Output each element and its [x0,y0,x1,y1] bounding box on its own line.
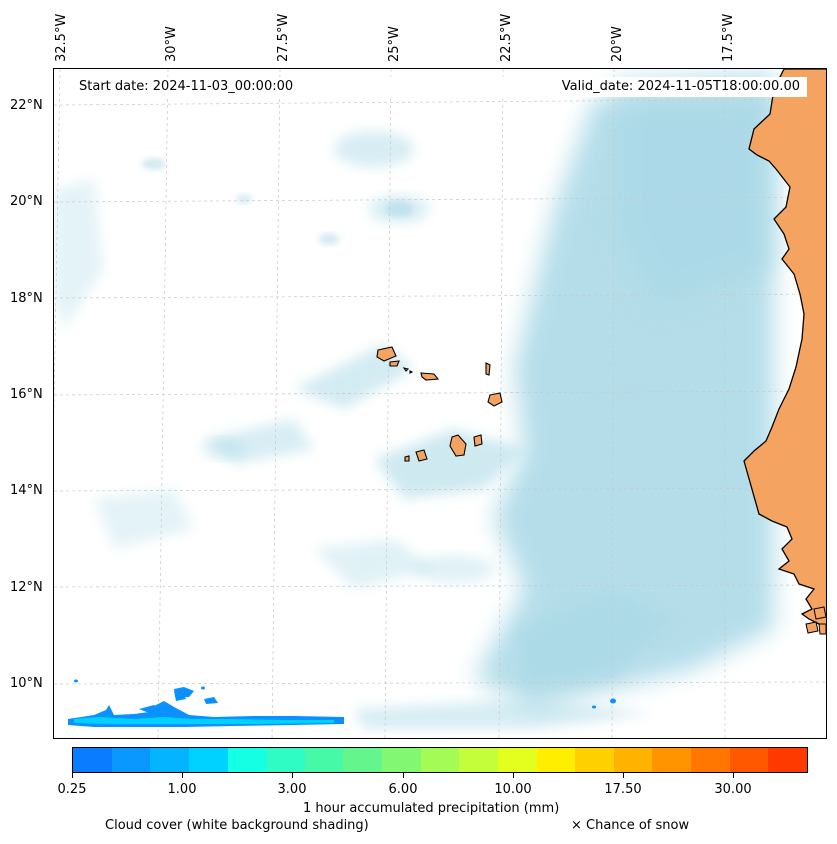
lat-label-22n: 22°N [10,98,43,113]
colorbar-swatch-16 [691,748,730,772]
colorbar-tick-10.00: 10.00 [494,782,532,797]
lat-label-12n: 12°N [10,580,43,595]
colorbar-swatch-10 [459,748,498,772]
lat-label-10n: 10°N [10,676,43,691]
colorbar-swatch-14 [613,748,653,772]
precipitation-areas [68,679,616,727]
cloud-cover-legend: Cloud cover (white background shading) [105,818,369,833]
colorbar-swatch-12 [536,748,576,772]
lon-label-22.5w: 22.5°W [499,13,514,62]
colorbar-swatch-17 [729,748,769,772]
colorbar-swatch-11 [497,748,537,772]
bissau-islands [805,606,826,635]
lat-label-16n: 16°N [10,387,43,402]
map-area[interactable] [53,68,827,739]
colorbar-tick-30.00: 30.00 [714,782,752,797]
colorbar-swatch-13 [575,748,614,772]
colorbar-swatch-5 [266,748,305,772]
start-date-label: Start date: 2024-11-03_00:00:00 [79,79,294,94]
colorbar-tick-6.00: 6.00 [388,782,418,797]
map-header-band [73,77,807,97]
lon-label-20w: 20°W [610,26,625,62]
colorbar-tick-0.25: 0.25 [57,782,87,797]
colorbar-swatch-0 [73,748,112,772]
lat-label-18n: 18°N [10,291,43,306]
colorbar-swatch-7 [343,748,382,772]
colorbar-swatch-18 [768,748,807,772]
colorbar-swatch-8 [382,748,421,772]
lat-label-20n: 20°N [10,194,43,209]
colorbar-swatch-2 [150,748,189,772]
colorbar-swatch-6 [304,748,344,772]
colorbar-tick-17.50: 17.50 [604,782,642,797]
precipitation-colorbar [72,747,808,773]
colorbar-swatch-1 [111,748,151,772]
lon-label-17.5w: 17.5°W [721,13,736,62]
colorbar-tick-3.00: 3.00 [277,782,307,797]
map-svg [54,69,826,738]
lon-label-25w: 25°W [387,26,402,62]
cape-verde-islands [376,346,503,462]
lon-label-32.5w: 32.5°W [54,13,69,62]
colorbar-swatch-15 [652,748,691,772]
colorbar-swatch-4 [227,748,267,772]
african-coast-land [743,69,826,629]
colorbar-swatch-9 [420,748,460,772]
lon-label-27.5w: 27.5°W [276,13,291,62]
colorbar-tick-1.00: 1.00 [167,782,197,797]
gridlines [54,69,826,738]
snow-chance-legend: × Chance of snow [571,818,690,833]
lon-label-30w: 30°W [164,26,179,62]
colorbar-label: 1 hour accumulated precipitation (mm) [303,801,560,816]
cloud-cover-shading [54,69,774,729]
valid-date-label: Valid_date: 2024-11-05T18:00:00.00 [561,79,800,94]
colorbar-swatch-3 [188,748,228,772]
lat-label-14n: 14°N [10,483,43,498]
